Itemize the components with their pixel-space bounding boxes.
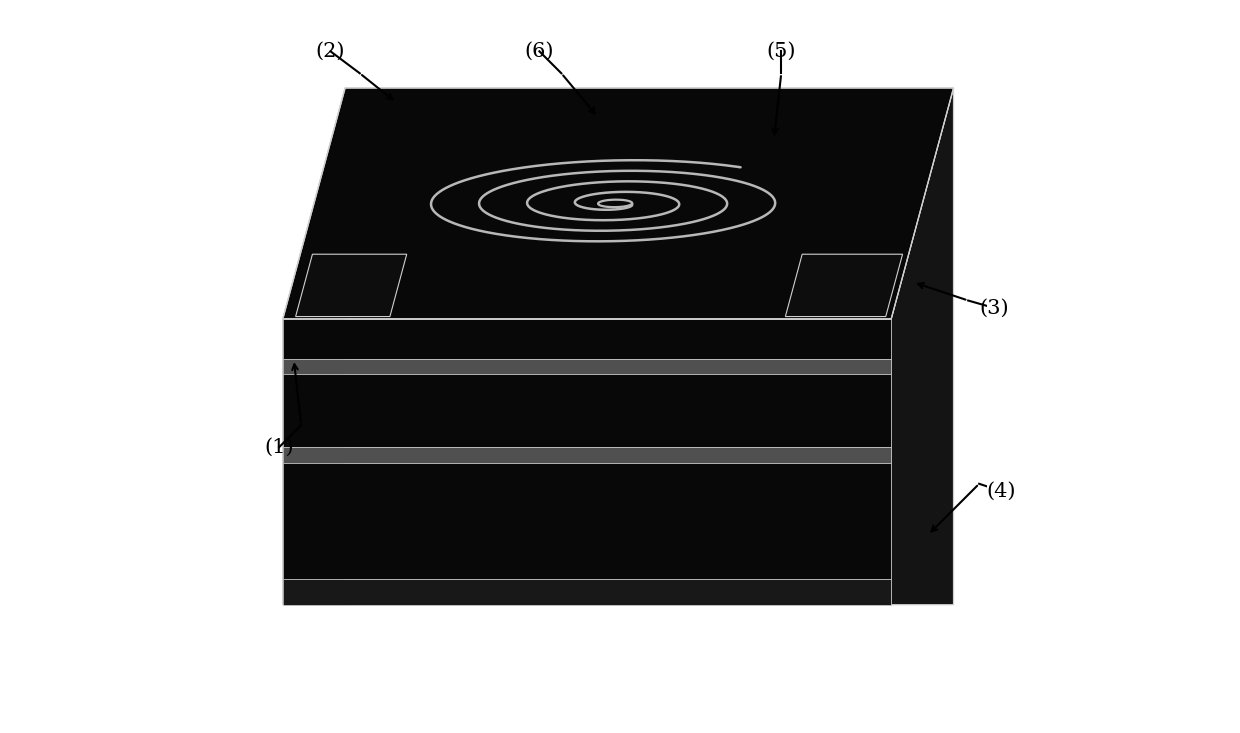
Polygon shape bbox=[283, 88, 954, 319]
Polygon shape bbox=[283, 463, 892, 579]
Polygon shape bbox=[283, 88, 345, 605]
Text: (2): (2) bbox=[316, 42, 345, 61]
Polygon shape bbox=[295, 254, 407, 317]
Polygon shape bbox=[283, 579, 892, 605]
Polygon shape bbox=[283, 447, 892, 463]
Polygon shape bbox=[283, 374, 892, 447]
Text: (6): (6) bbox=[525, 42, 554, 61]
Text: (1): (1) bbox=[264, 438, 294, 457]
Text: (4): (4) bbox=[986, 482, 1016, 501]
Polygon shape bbox=[785, 254, 903, 317]
Polygon shape bbox=[283, 359, 892, 374]
Text: (3): (3) bbox=[980, 298, 1008, 317]
Polygon shape bbox=[283, 319, 892, 359]
Text: (5): (5) bbox=[766, 42, 796, 61]
Polygon shape bbox=[892, 88, 954, 605]
